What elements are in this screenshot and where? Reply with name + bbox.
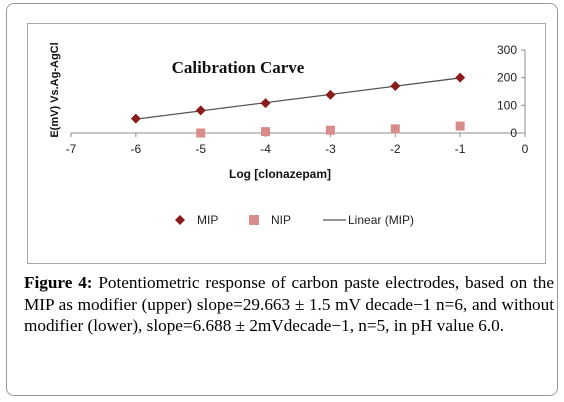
x-tick-label: -5 (195, 142, 206, 156)
mip-point (260, 98, 271, 109)
chart-title: Calibration Carve (172, 58, 305, 77)
y-axis-label: E(mV) Vs.Ag-AgCl (49, 42, 61, 137)
x-tick-label: -7 (66, 142, 77, 156)
nip-point (261, 127, 271, 137)
x-tick-label: -6 (131, 142, 142, 156)
x-tick-label: -1 (455, 142, 466, 156)
x-axis-label: Log [clonazepam] (229, 167, 331, 181)
mip-point (455, 72, 466, 83)
legend-nip-symbol (249, 215, 259, 225)
y-tick-label: 200 (497, 71, 517, 85)
mip-point (325, 89, 336, 100)
legend-mip-label: MIP (197, 213, 218, 227)
nip-point (390, 124, 400, 134)
x-tick-label: -2 (390, 142, 401, 156)
legend-nip-label: NIP (271, 213, 291, 227)
caption-text: Potentiometric response of carbon paste … (24, 273, 554, 335)
mip-point (130, 113, 141, 124)
x-tick-label: -4 (260, 142, 271, 156)
x-tick-label: -3 (325, 142, 336, 156)
y-tick-label: 300 (497, 43, 517, 57)
y-tick-label: 100 (497, 98, 517, 112)
figure-frame: -7 -6 -5 -4 -3 -2 -1 0 0 100 200 300 Calibration Car… (6, 3, 558, 396)
y-tick-label: 0 (510, 126, 517, 140)
nip-point (455, 121, 465, 131)
nip-point (196, 128, 206, 138)
x-tick-label: 0 (522, 142, 529, 156)
caption-label: Figure 4: (24, 273, 93, 292)
trendline-mip (135, 77, 461, 120)
calibration-chart: -7 -6 -5 -4 -3 -2 -1 00 100 200 300 Calibration Car… (49, 42, 529, 227)
figure-caption: Figure 4: Potentiometric response of car… (24, 272, 554, 337)
legend-linear-label: Linear (MIP) (348, 213, 414, 227)
legend-mip-symbol (175, 215, 185, 225)
chart-area: -7 -6 -5 -4 -3 -2 -1 0 0 100 200 300 Calibration Car… (27, 23, 546, 264)
mip-point (390, 80, 401, 91)
nip-point (325, 125, 335, 135)
mip-point (195, 105, 206, 116)
